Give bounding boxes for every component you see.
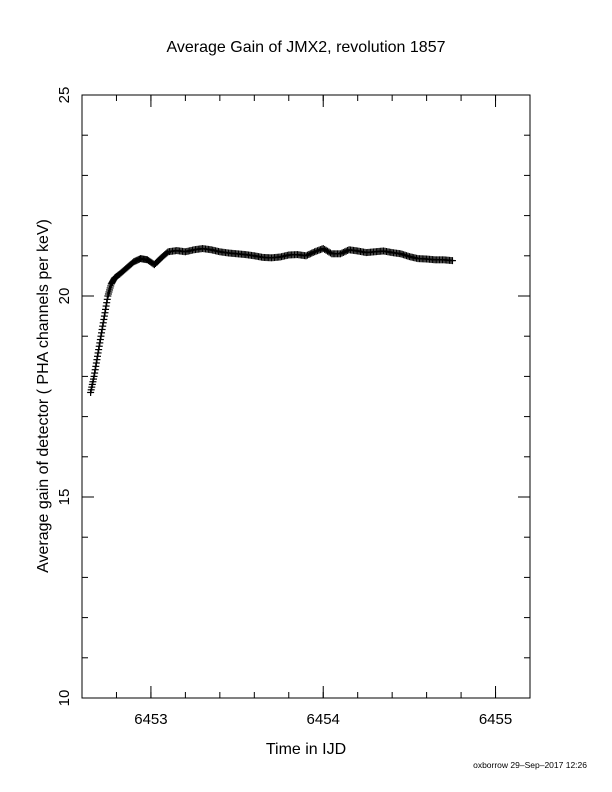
y-axis-label: Average gain of detector ( PHA channels …	[35, 219, 52, 573]
x-tick-label: 6453	[134, 711, 167, 728]
y-tick-label: 20	[56, 288, 73, 305]
y-tick-label: 10	[56, 690, 73, 707]
axis-tick-labels: 6453 6454 6455 10 15 20 25	[56, 87, 512, 728]
data-points	[87, 245, 456, 396]
x-axis-label: Time in IJD	[266, 741, 346, 758]
x-tick-label: 6455	[479, 711, 512, 728]
y-tick-label: 25	[56, 87, 73, 104]
chart-title: Average Gain of JMX2, revolution 1857	[167, 39, 446, 56]
x-tick-label: 6454	[307, 711, 340, 728]
data-point	[448, 257, 456, 265]
axis-ticks	[81, 94, 531, 699]
y-tick-label: 15	[56, 489, 73, 506]
footer-stamp: oxborrow 29–Sep–2017 12:26	[473, 760, 587, 770]
plot-frame	[81, 94, 531, 699]
